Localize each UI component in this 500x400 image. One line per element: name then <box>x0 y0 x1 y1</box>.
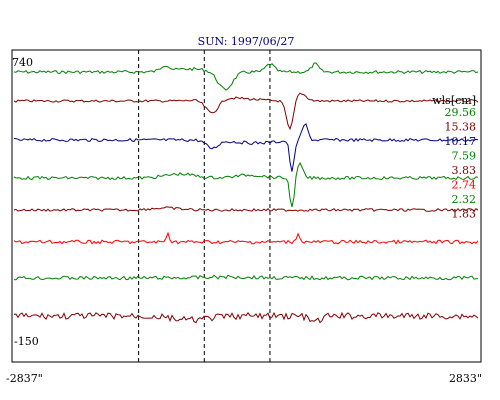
series-line-3.83 <box>13 206 479 212</box>
series-line-1.83 <box>13 311 479 324</box>
series-curves <box>13 62 479 324</box>
legend-entry-3.83: 3.83 <box>452 164 477 177</box>
legend-entry-1.83: 1.83 <box>452 208 477 221</box>
legend-title: wls[cm] <box>432 94 476 107</box>
legend-entry-15.38: 15.38 <box>445 121 477 134</box>
legend-entry-2.32: 2.32 <box>452 193 477 206</box>
series-line-15.38 <box>13 92 479 131</box>
y-top-label: 740 <box>12 56 33 69</box>
legend-entry-10.17: 10.17 <box>445 135 477 148</box>
series-line-7.59 <box>13 161 479 208</box>
series-line-2.74 <box>13 231 479 245</box>
legend-entry-7.59: 7.59 <box>452 150 477 163</box>
x-max-label: 2833" <box>449 372 482 385</box>
series-line-2.32 <box>13 274 479 281</box>
chart-title: SUN: 1997/06/27 <box>198 35 295 48</box>
series-line-10.17 <box>13 123 479 172</box>
legend-entry-2.74: 2.74 <box>452 179 477 192</box>
series-line-29.56 <box>13 62 479 91</box>
y-bottom-label: -150 <box>14 335 39 348</box>
legend-entry-29.56: 29.56 <box>445 106 477 119</box>
x-min-label: -2837" <box>6 372 43 385</box>
